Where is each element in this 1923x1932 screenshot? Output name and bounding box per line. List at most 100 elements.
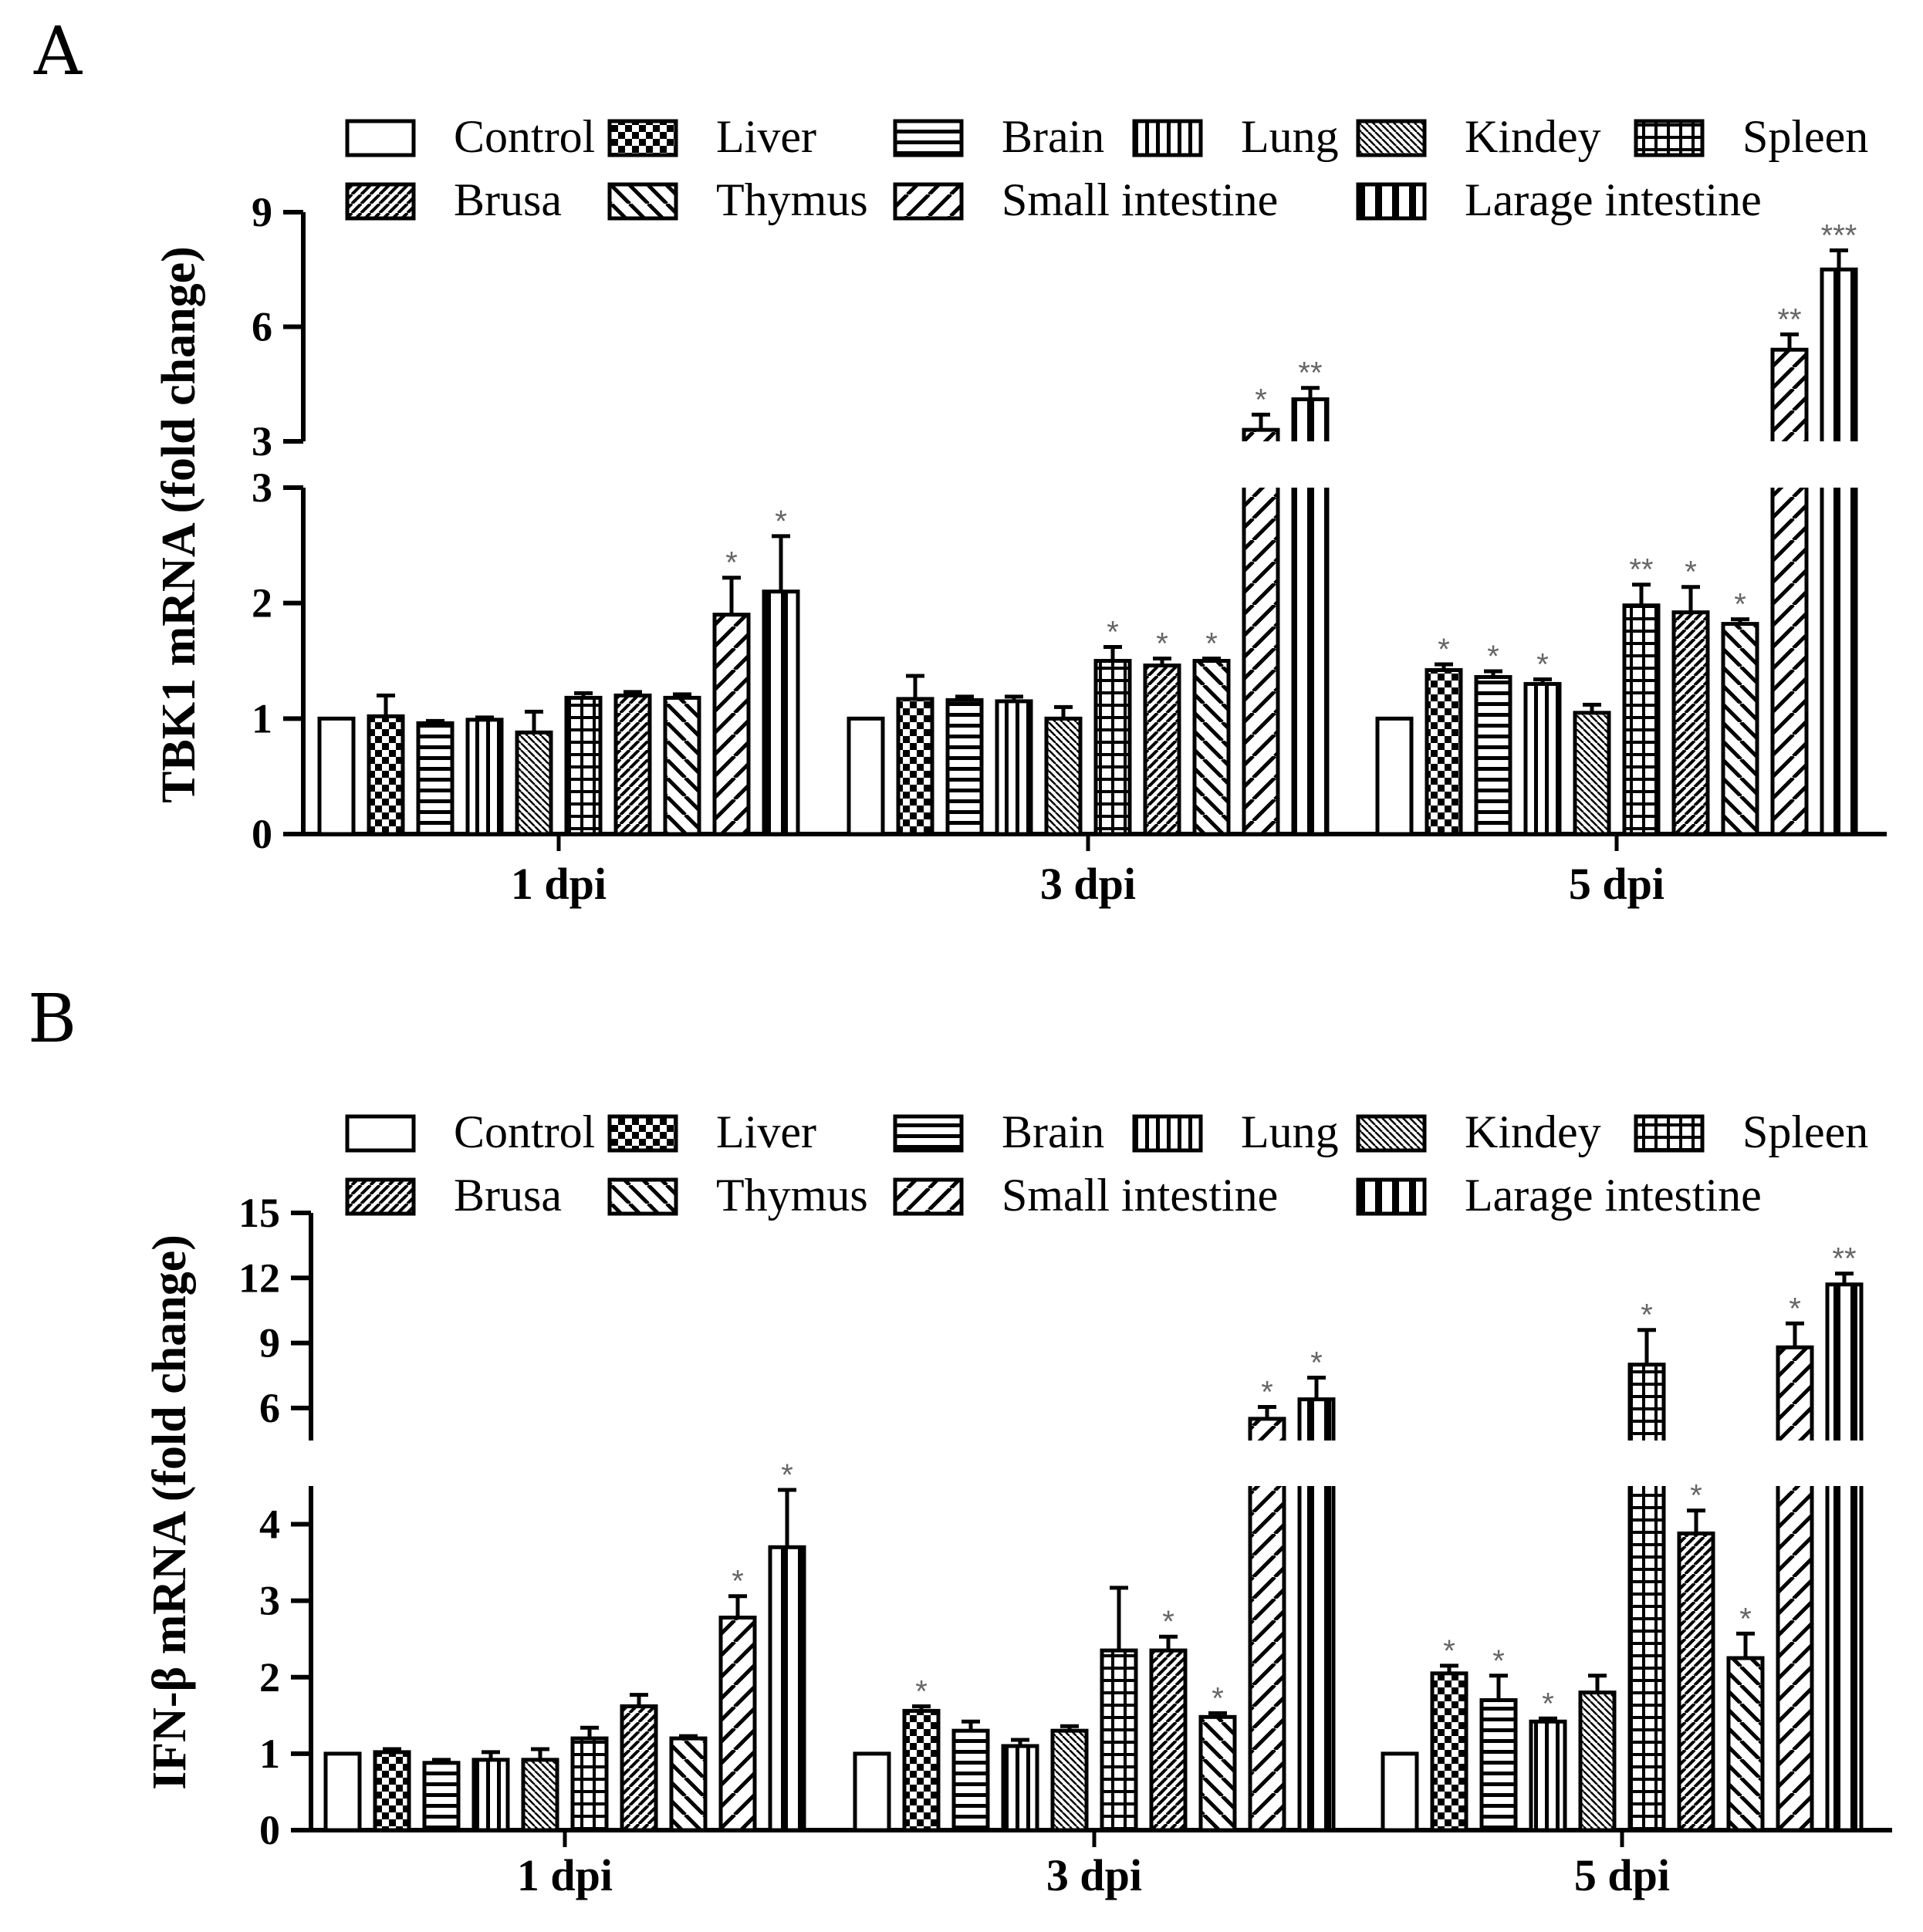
panel-a-significance-label: * xyxy=(1734,588,1746,622)
panel-a-bar-group: * xyxy=(1523,647,1562,836)
panel-a-bar-group: *** xyxy=(1820,219,1858,836)
panel-a-legend-item: Spleen xyxy=(1634,111,1868,162)
panel-a-significance-label: * xyxy=(1255,383,1267,417)
panel-b-bar xyxy=(1430,1671,1468,1832)
panel-b-legend-swatch xyxy=(607,1114,678,1153)
panel-b-x-tick-label: 5 dpi xyxy=(1574,1850,1670,1900)
panel-b-bar-group: * xyxy=(768,1458,806,1832)
panel-a-bar-group: * xyxy=(1242,383,1280,836)
panel-a-legend-label: Control xyxy=(454,111,595,162)
panel-b-legend-label: Kindey xyxy=(1465,1106,1601,1157)
panel-b-bar xyxy=(1299,1486,1333,1830)
panel-a-bar xyxy=(367,714,405,836)
panel-b-legend-swatch xyxy=(1132,1114,1203,1153)
panel-b-legend-swatch xyxy=(1356,1114,1427,1153)
panel-a-bar xyxy=(1143,663,1181,836)
panel-a-legend-item: Thymus xyxy=(607,174,868,225)
panel-b-legend-item: Kindey xyxy=(1356,1106,1601,1157)
panel-b-bar-group xyxy=(1100,1586,1138,1832)
panel-b-bar-group: * xyxy=(1677,1479,1715,1832)
panel-b-legend-item: Larage intestine xyxy=(1356,1170,1762,1221)
panel-a-bars: * * ****************** xyxy=(317,219,1858,836)
panel-b-bar xyxy=(1827,1486,1861,1830)
panel-a-legend-label: Spleen xyxy=(1742,111,1868,162)
panel-b-bar-group xyxy=(471,1750,510,1832)
panel-b-legend-swatch xyxy=(1356,1177,1427,1216)
panel-a-bar-group xyxy=(896,674,934,836)
panel-b-bar xyxy=(1827,1284,1861,1441)
panel-a-bar-group xyxy=(1044,704,1083,836)
panel-a-legend-swatch xyxy=(893,119,964,157)
panel-a-y-tick-label: 3 xyxy=(252,464,272,511)
panel-b-y-axis-label: IFN-β mRNA (fold change) xyxy=(144,1235,196,1790)
panel-b-legend-item: Thymus xyxy=(607,1170,868,1221)
panel-a-bar-group: * xyxy=(1474,640,1512,836)
panel-b-legend-item: Control xyxy=(345,1106,595,1157)
panel-b-significance-label: * xyxy=(1212,1681,1224,1715)
panel-a: A Control Liver Brain Lung Kindey Spleen Brusa… xyxy=(33,13,1887,909)
panel-a-bar xyxy=(712,613,751,836)
panel-a-bar xyxy=(465,718,504,836)
panel-a-bar-outline xyxy=(1291,488,1330,836)
panel-a-significance-label: * xyxy=(1205,627,1218,661)
panel-b-legend-label: Brusa xyxy=(454,1170,562,1221)
panel-b-legend-item: Small intestine xyxy=(893,1170,1278,1221)
panel-a-bar-group xyxy=(945,694,984,836)
panel-b-bar xyxy=(620,1704,658,1832)
panel-a-bar xyxy=(1773,488,1806,834)
panel-b-bar-outline xyxy=(1825,1486,1864,1832)
panel-a-x-tick-label: 3 dpi xyxy=(1040,859,1136,909)
panel-b-bar-group: * xyxy=(902,1674,941,1832)
panel-b-bar xyxy=(1630,1364,1664,1441)
panel-a-legend-swatch xyxy=(893,182,964,221)
panel-a-bar xyxy=(1093,659,1132,836)
panel-a-bar xyxy=(945,697,984,836)
panel-a-legend-label: Liver xyxy=(716,111,816,162)
panel-a-bar xyxy=(847,716,885,836)
panel-b-bar-outline xyxy=(1297,1397,1336,1441)
panel-b-y-tick-label: 3 xyxy=(259,1578,280,1624)
panel-a-bar-group: * xyxy=(1093,616,1132,836)
panel-a-bar-group xyxy=(564,691,603,836)
panel-b-bar xyxy=(853,1751,891,1832)
panel-b-bar xyxy=(1001,1744,1039,1832)
panel-a-x-tick-label: 5 dpi xyxy=(1569,859,1664,909)
panel-b-significance-label: * xyxy=(1492,1644,1505,1678)
panel-b-bar-group: * xyxy=(1430,1634,1468,1832)
panel-b-significance-label: * xyxy=(1162,1605,1174,1639)
panel-b-bar-group: * xyxy=(1726,1602,1765,1832)
panel-b-bar-group xyxy=(1001,1738,1039,1832)
panel-b-significance-label: * xyxy=(1690,1479,1702,1513)
panel-b-bar-group xyxy=(373,1747,411,1832)
panel-a-legend-item: Liver xyxy=(607,111,816,162)
panel-a-bar xyxy=(1573,711,1611,836)
panel-a-legend-swatch xyxy=(1132,119,1203,157)
panel-b-legend-swatch xyxy=(893,1114,964,1153)
panel-b-bar-outline xyxy=(1248,1486,1286,1832)
panel-b-bar-group xyxy=(951,1719,990,1832)
panel-a-bar xyxy=(515,730,553,836)
panel-a-bar xyxy=(1822,488,1856,834)
panel-a-bar-group xyxy=(663,692,701,836)
panel-b-bar-outline xyxy=(1627,1486,1666,1832)
panel-b-bar-group xyxy=(1578,1674,1617,1832)
panel-b-bar-group: ** xyxy=(1825,1242,1864,1832)
panel-b-legend-swatch xyxy=(607,1177,678,1216)
panel-b-bar xyxy=(1677,1531,1715,1832)
panel-a-bar xyxy=(564,695,603,836)
panel-b-significance-label: * xyxy=(1641,1299,1653,1332)
panel-b-legend-label: Spleen xyxy=(1742,1106,1868,1157)
panel-a-bar-outline xyxy=(1770,488,1809,836)
panel-a-legend-label: Lung xyxy=(1241,111,1339,162)
panel-b-bar-group xyxy=(1381,1751,1419,1832)
panel-a-significance-label: * xyxy=(1156,627,1168,661)
panel-a-significance-label: * xyxy=(1107,616,1119,650)
panel-a-bar xyxy=(1474,674,1512,836)
panel-a-significance-label: * xyxy=(1487,640,1499,674)
panel-a-bar xyxy=(1425,667,1463,836)
panel-a-legend-swatch xyxy=(1634,119,1705,157)
panel-a-bar-outline xyxy=(1242,488,1280,836)
panel-b-bar-group: * xyxy=(1776,1292,1814,1832)
panel-a-legend: Control Liver Brain Lung Kindey Spleen Brusa Th… xyxy=(345,111,1868,225)
panel-b-legend-swatch xyxy=(893,1177,964,1216)
